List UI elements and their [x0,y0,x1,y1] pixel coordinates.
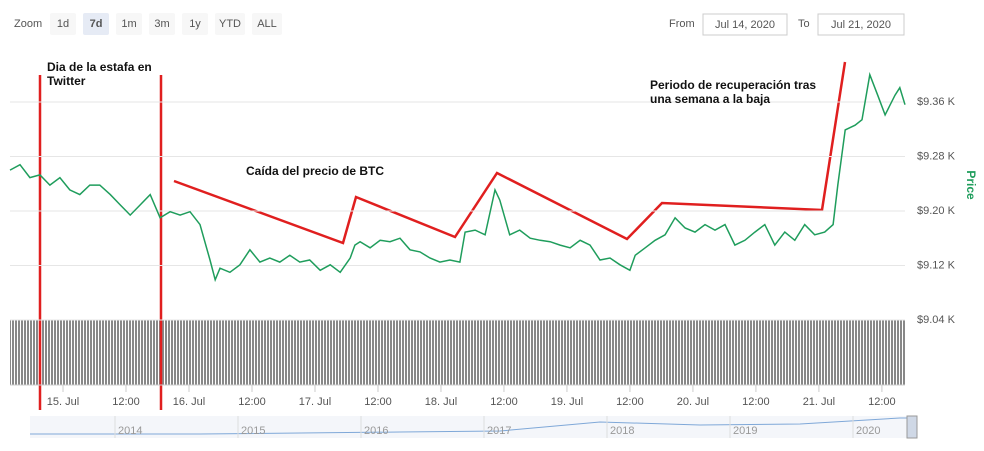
navigator-line [30,417,910,435]
range-button[interactable] [252,13,282,35]
x-tick-label: 21. Jul [803,396,835,408]
navigator [30,416,910,438]
x-tick-label: 12:00 [742,396,770,408]
range-button-label: ALL [257,18,277,30]
range-button-label: 1m [121,18,136,30]
range-button[interactable] [116,13,142,35]
zoom-label: Zoom [14,18,42,30]
navigator-year: 2020 [856,425,880,437]
x-tick-label: 17. Jul [299,396,331,408]
range-button[interactable] [182,13,208,35]
range-button[interactable] [50,13,76,35]
from-label: From [669,18,695,30]
y-tick-label: $9.28 K [917,150,956,162]
volume-bars [10,320,905,385]
range-button-label: 7d [90,18,103,30]
range-button-label: 3m [154,18,169,30]
x-tick-label: 19. Jul [551,396,583,408]
y-tick-label: $9.12 K [917,259,956,271]
y-axis-title: Price [964,170,978,200]
to-input[interactable] [817,13,905,36]
x-tick-label: 12:00 [112,396,140,408]
from-date: Jul 14, 2020 [715,19,775,31]
navigator-year: 2019 [733,425,757,437]
y-tick-label: $9.04 K [917,314,956,326]
annotation: Caída del precio de BTC [246,164,384,178]
navigator-year: 2014 [118,425,142,437]
navigator-year: 2018 [610,425,634,437]
navigator-year: 2017 [487,425,511,437]
annotation: Periodo de recuperación tras [650,78,816,92]
x-tick-label: 12:00 [868,396,896,408]
x-tick-label: 12:00 [490,396,518,408]
from-input[interactable] [702,13,788,36]
annotation: Dia de la estafa en [47,60,152,74]
x-tick-label: 18. Jul [425,396,457,408]
x-tick-label: 16. Jul [173,396,205,408]
price-line [9,71,906,283]
navigator-handle[interactable] [906,415,918,439]
x-tick-label: 12:00 [364,396,392,408]
to-label: To [798,18,810,30]
range-button[interactable] [215,13,245,35]
x-tick-label: 20. Jul [677,396,709,408]
annotation-drawings [38,61,847,410]
range-button-label: 1d [57,18,69,30]
x-tick-label: 12:00 [238,396,266,408]
navigator-year: 2015 [241,425,265,437]
range-button[interactable] [149,13,175,35]
x-tick-label: 15. Jul [47,396,79,408]
navigator-year: 2016 [364,425,388,437]
range-button-label: 1y [189,18,201,30]
to-date: Jul 21, 2020 [831,19,891,31]
x-tick-label: 12:00 [616,396,644,408]
y-tick-label: $9.36 K [917,96,956,108]
y-tick-label: $9.20 K [917,205,956,217]
annotation: Twitter [47,74,86,88]
range-button[interactable] [83,13,109,35]
range-button-label: YTD [219,18,241,30]
annotation: una semana a la baja [650,92,770,106]
volume-bars-high [830,326,905,385]
